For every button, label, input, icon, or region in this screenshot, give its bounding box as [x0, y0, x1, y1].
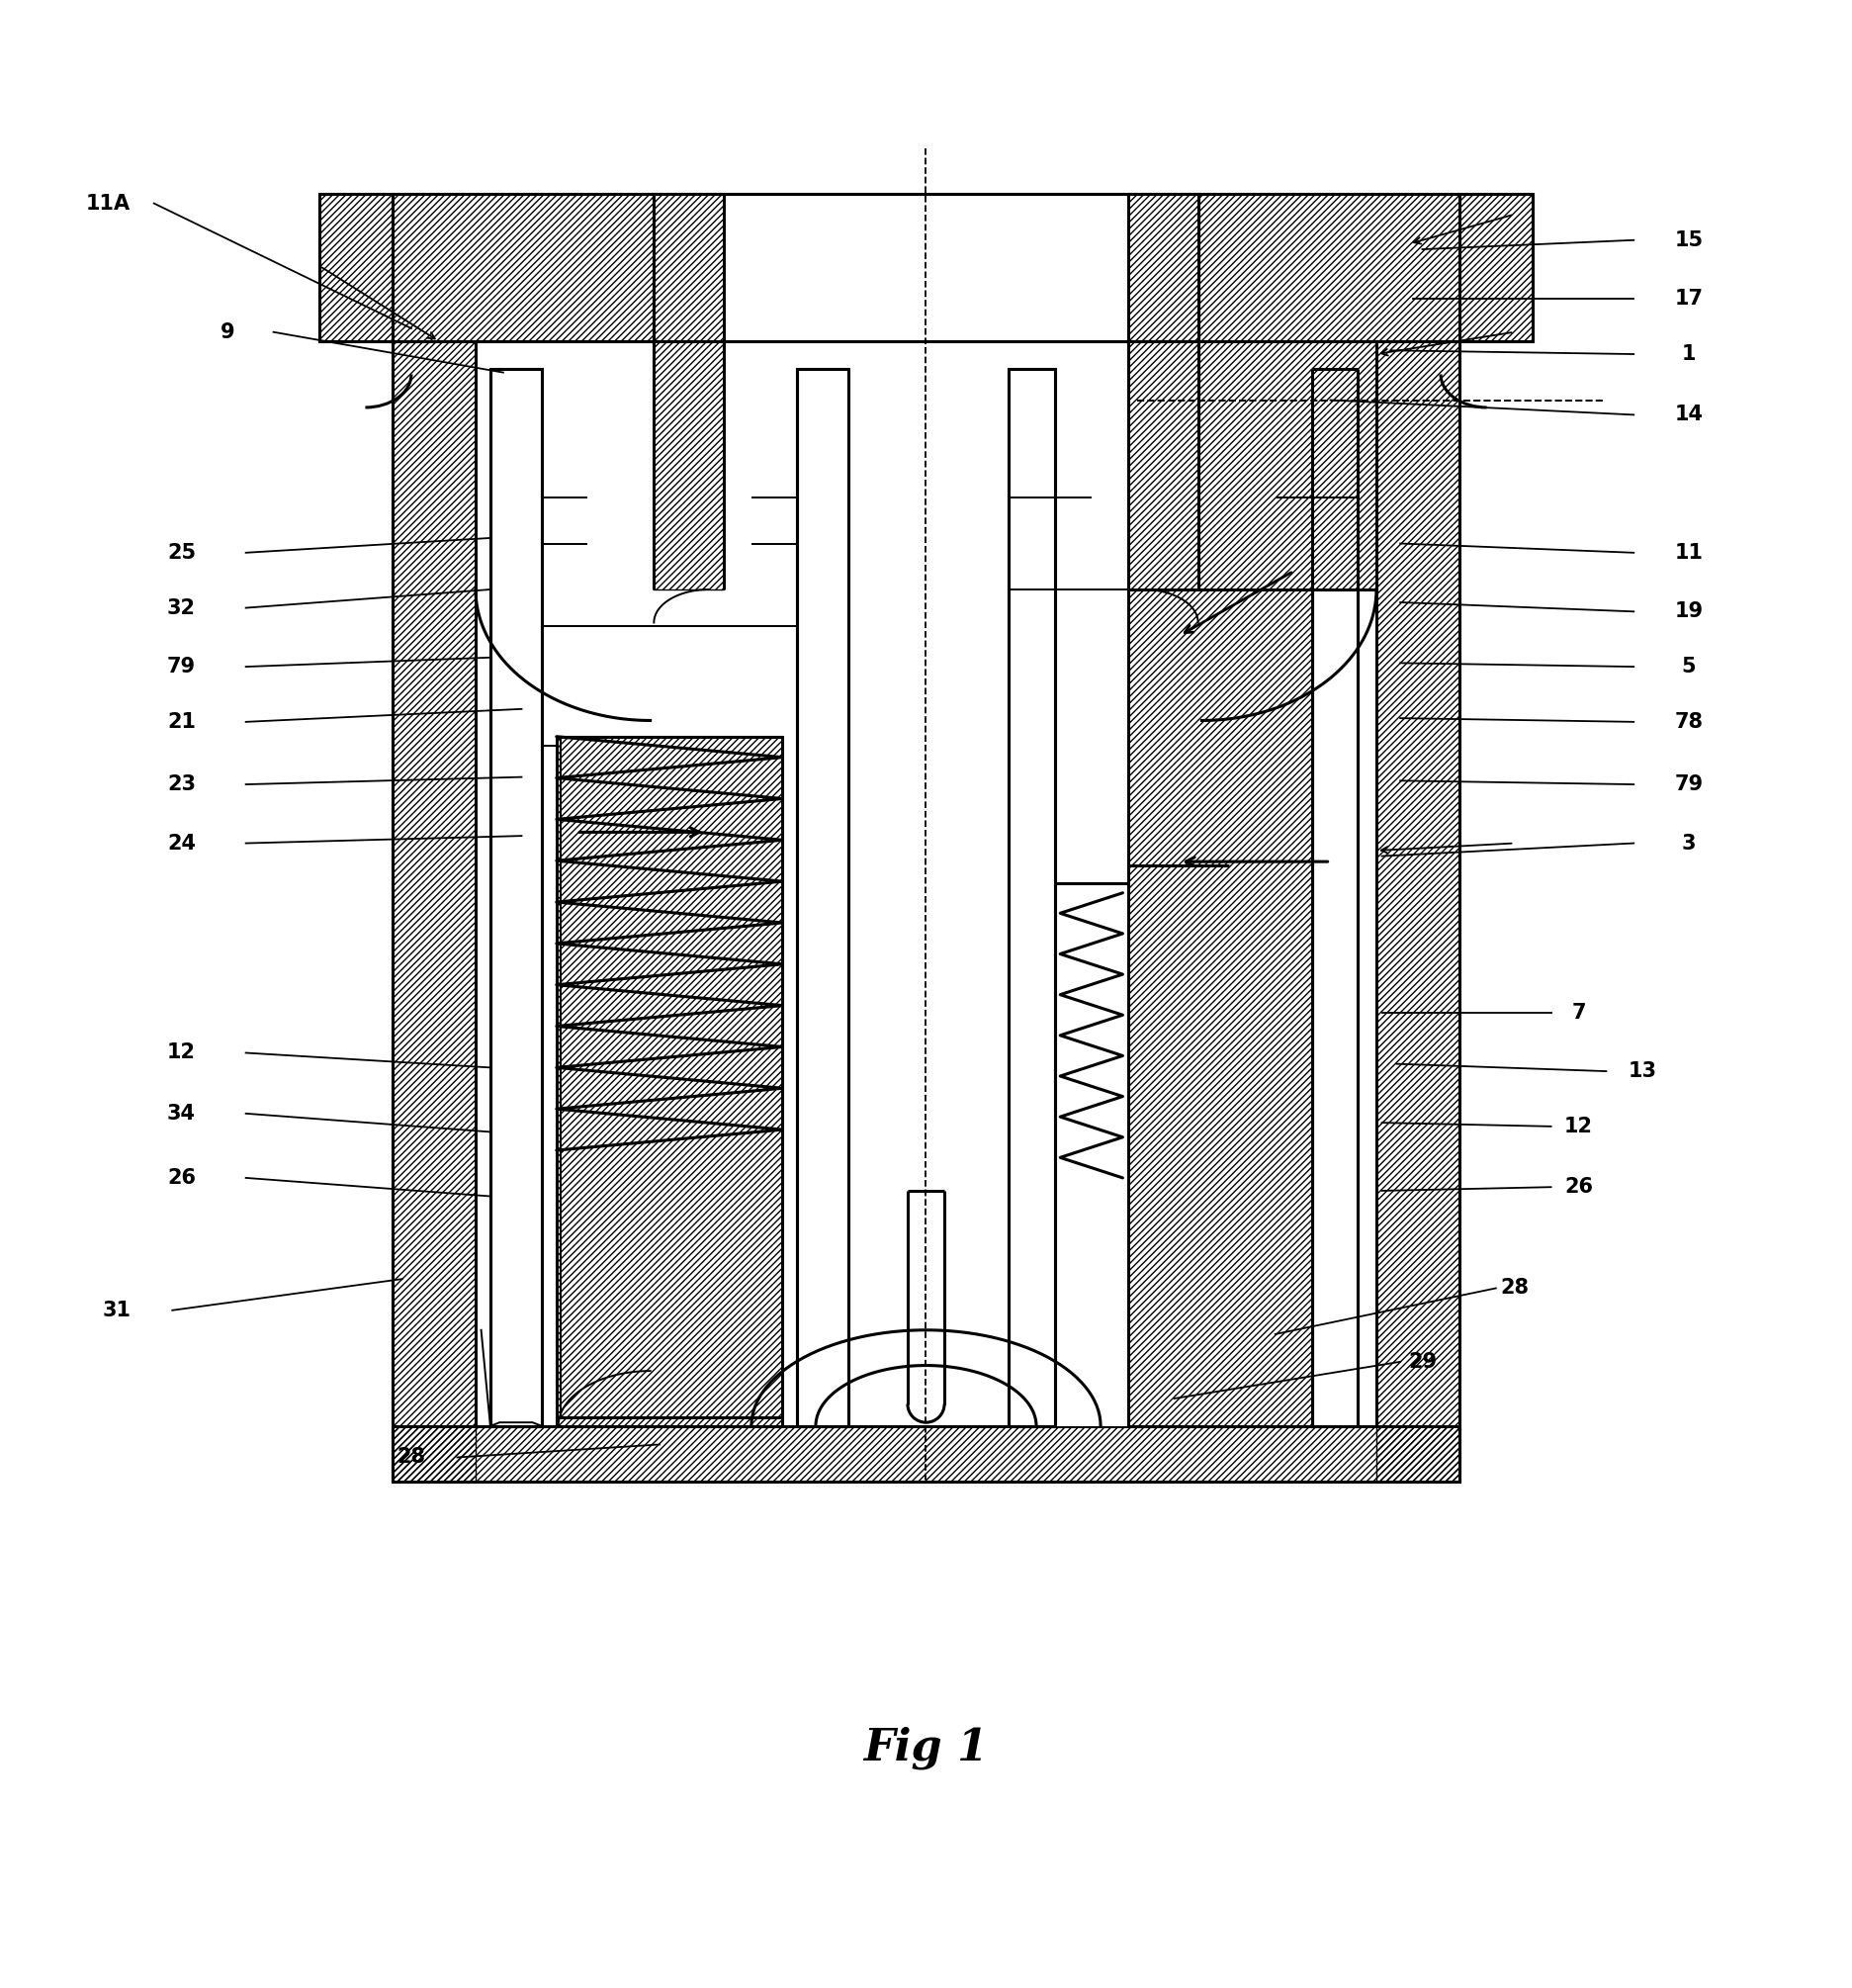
Polygon shape — [556, 738, 783, 1425]
Polygon shape — [393, 195, 654, 342]
Text: 79: 79 — [167, 656, 196, 676]
Text: 12: 12 — [1565, 1117, 1593, 1137]
Text: 14: 14 — [1674, 406, 1704, 425]
Bar — [724, 342, 1128, 590]
Text: 15: 15 — [1674, 231, 1704, 250]
Text: 7: 7 — [1570, 1002, 1585, 1022]
Text: 25: 25 — [167, 543, 196, 563]
Polygon shape — [393, 342, 476, 1481]
Polygon shape — [393, 1425, 1459, 1481]
Text: 3: 3 — [1682, 833, 1696, 853]
Text: 5: 5 — [1682, 656, 1696, 676]
Text: 34: 34 — [167, 1103, 196, 1123]
Text: 12: 12 — [167, 1044, 196, 1064]
Text: 11A: 11A — [85, 193, 130, 213]
Text: 23: 23 — [167, 775, 196, 795]
Text: 28: 28 — [1500, 1278, 1528, 1298]
Bar — [1009, 370, 1054, 1425]
Text: 26: 26 — [167, 1169, 196, 1187]
Text: 19: 19 — [1674, 602, 1704, 622]
Polygon shape — [654, 195, 724, 342]
Polygon shape — [1376, 342, 1459, 1481]
Text: 31: 31 — [104, 1300, 131, 1320]
Text: 28: 28 — [396, 1447, 426, 1467]
Text: 24: 24 — [167, 833, 196, 853]
Text: 79: 79 — [1674, 775, 1704, 795]
Polygon shape — [1198, 342, 1376, 590]
Polygon shape — [1128, 342, 1198, 590]
Bar — [1054, 370, 1311, 1425]
Bar — [543, 370, 798, 1425]
Polygon shape — [319, 195, 393, 342]
Text: 21: 21 — [167, 712, 196, 732]
Bar — [798, 370, 848, 1425]
Text: Fig 1: Fig 1 — [863, 1726, 989, 1769]
Text: 17: 17 — [1674, 288, 1704, 308]
Polygon shape — [1128, 590, 1311, 1425]
Text: 29: 29 — [1408, 1352, 1437, 1372]
Polygon shape — [1459, 195, 1533, 342]
Text: 32: 32 — [167, 598, 196, 618]
Text: 9: 9 — [220, 322, 235, 342]
Text: 26: 26 — [1565, 1177, 1593, 1197]
Bar — [491, 370, 543, 1425]
Polygon shape — [1128, 342, 1198, 590]
Bar — [476, 342, 1376, 1425]
Polygon shape — [654, 342, 724, 590]
Polygon shape — [1128, 195, 1198, 342]
Text: 78: 78 — [1674, 712, 1704, 732]
Bar — [1311, 370, 1358, 1425]
Polygon shape — [1198, 195, 1459, 342]
Text: 13: 13 — [1628, 1062, 1658, 1081]
Text: 11: 11 — [1674, 543, 1704, 563]
Text: 1: 1 — [1682, 344, 1696, 364]
Bar — [654, 195, 1198, 342]
